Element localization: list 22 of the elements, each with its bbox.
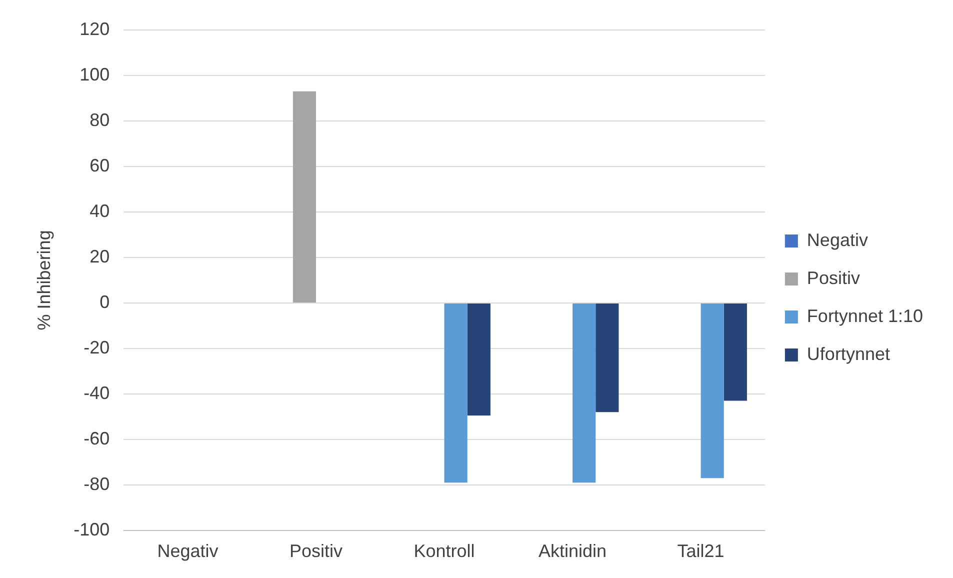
legend-label: Ufortynnet (806, 344, 890, 364)
y-tick-label: 20 (90, 246, 110, 266)
x-tick-label: Kontroll (414, 541, 475, 562)
y-tick-label: -40 (84, 382, 110, 403)
x-tick-label: Tail21 (677, 541, 724, 562)
y-tick-label: 120 (80, 18, 110, 39)
y-tick-label: 40 (90, 200, 110, 221)
y-tick-label: -80 (84, 474, 110, 494)
y-tick-label: -100 (74, 519, 110, 540)
y-tick-label: 0 (100, 292, 110, 312)
x-tick-label: Aktinidin (538, 541, 607, 562)
x-tick-label: Negativ (157, 541, 218, 562)
y-axis-title: % Inhibering (34, 230, 54, 330)
y-tick-label: 60 (90, 155, 110, 176)
y-tick-label: -60 (84, 428, 110, 448)
y-tick-label: 80 (90, 110, 110, 130)
legend-label: Fortynnet 1:10 (806, 306, 924, 326)
legend-label: Negativ (806, 230, 868, 250)
y-tick-label: -20 (84, 337, 110, 358)
legend-label: Positiv (806, 268, 860, 288)
y-tick-label: 100 (80, 64, 110, 84)
x-tick-label: Positiv (290, 541, 343, 562)
